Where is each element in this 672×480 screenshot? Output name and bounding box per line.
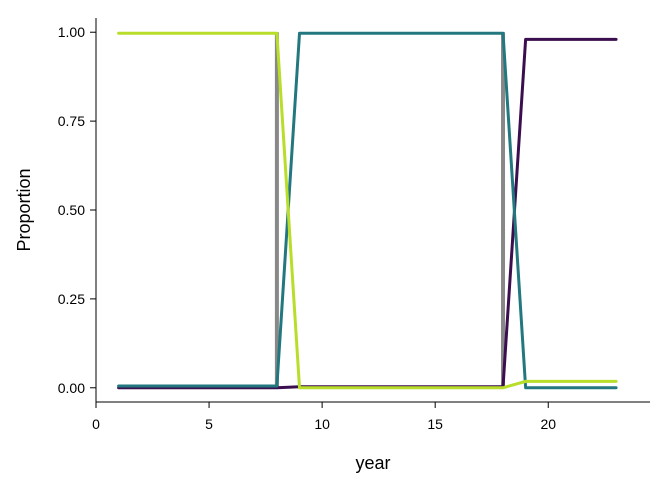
series-line-2 bbox=[117, 31, 618, 390]
x-tick-label: 0 bbox=[92, 416, 100, 432]
x-tick-label: 10 bbox=[314, 416, 330, 432]
y-axis-title: Proportion bbox=[14, 168, 34, 251]
x-tick-label: 15 bbox=[427, 416, 443, 432]
y-tick-label: 0.25 bbox=[58, 291, 85, 307]
y-tick-label: 0.75 bbox=[58, 113, 85, 129]
axes: 0 5 10 15 20 0.00 0.25 0.50 0.75 1.00 bbox=[58, 18, 650, 432]
series-line-3 bbox=[117, 31, 618, 390]
y-tick-label: 1.00 bbox=[58, 24, 85, 40]
x-axis-title: year bbox=[355, 453, 390, 473]
x-tick-label: 20 bbox=[540, 416, 556, 432]
y-tick-label: 0.50 bbox=[58, 202, 85, 218]
x-tick-label: 5 bbox=[205, 416, 213, 432]
series-line-1 bbox=[117, 37, 618, 390]
vertical-markers bbox=[274, 32, 506, 388]
x-axis-ticks: 0 5 10 15 20 bbox=[92, 402, 556, 432]
y-axis-ticks: 0.00 0.25 0.50 0.75 1.00 bbox=[58, 24, 96, 396]
series-lines bbox=[117, 31, 618, 390]
y-tick-label: 0.00 bbox=[58, 380, 85, 396]
